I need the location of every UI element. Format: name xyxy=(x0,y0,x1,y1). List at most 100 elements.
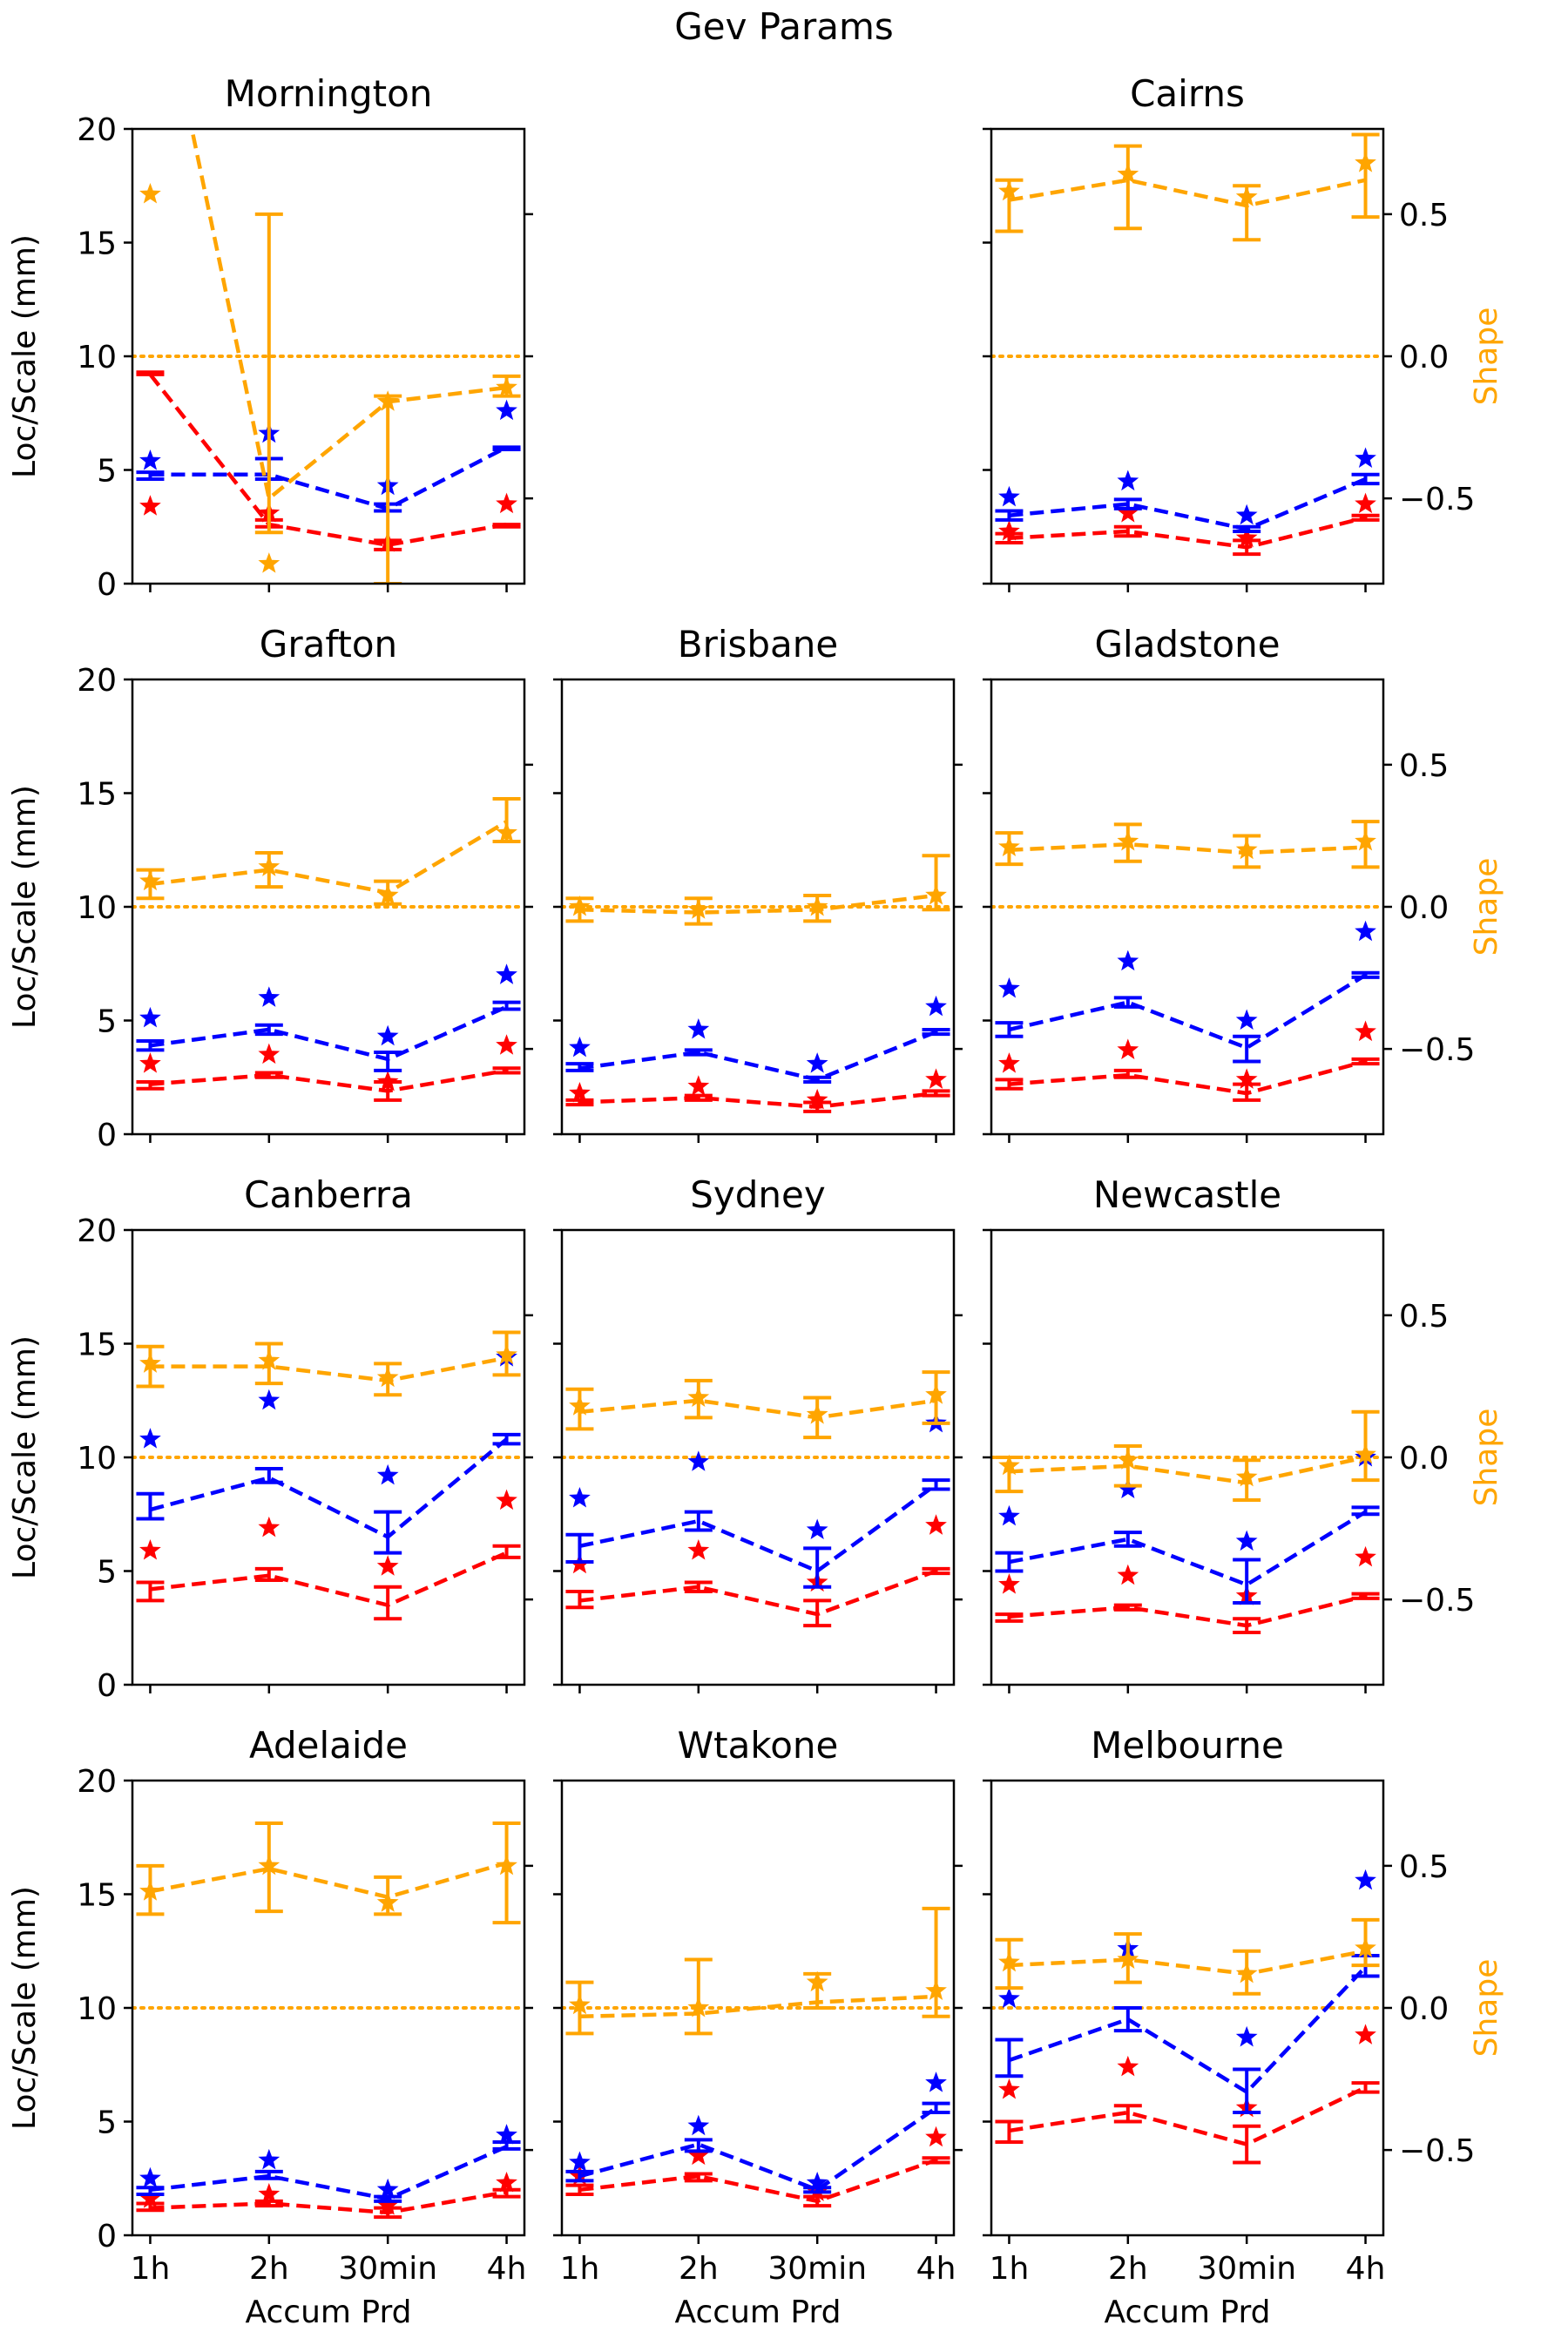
location-star-marker xyxy=(1355,1020,1376,1042)
shape-line xyxy=(579,1994,936,2019)
x-tick-label: 2h xyxy=(249,2251,289,2287)
location-star-marker xyxy=(687,2144,710,2166)
shape-star-marker xyxy=(258,1854,280,1876)
scale-error-bar xyxy=(1113,996,1142,1009)
shape-error-bar xyxy=(684,1957,713,2036)
shape-line xyxy=(579,1398,936,1420)
scale-series xyxy=(995,1869,1380,2115)
scale-error-bar xyxy=(565,2169,594,2183)
y2-tick-label: 0.5 xyxy=(1399,1849,1449,1885)
shape-star-marker xyxy=(569,1395,591,1416)
scale-star-marker xyxy=(139,2166,161,2188)
location-error-bar xyxy=(1113,2104,1142,2124)
location-error-bar xyxy=(922,1089,950,1098)
shape-star-marker xyxy=(1117,1948,1139,1970)
panel-title: Gladstone xyxy=(1094,623,1280,666)
panel-data xyxy=(132,129,524,584)
y-axis-label: Loc/Scale (mm) xyxy=(7,234,43,478)
panel-sydney: Sydney xyxy=(553,1173,963,1693)
scale-error-bar xyxy=(1113,497,1142,510)
scale-star-marker xyxy=(806,2171,828,2193)
y2-tick-label: 0.5 xyxy=(1399,748,1449,784)
scale-line xyxy=(578,1483,937,1574)
y-tick-label: 20 xyxy=(77,1213,117,1249)
scale-error-bar xyxy=(565,1062,594,1072)
scale-star-marker xyxy=(496,2124,517,2145)
scale-star-marker xyxy=(496,963,517,984)
scale-error-bar xyxy=(1351,1505,1380,1517)
y2-tick-label: −0.5 xyxy=(1399,1583,1475,1619)
panel-data xyxy=(132,797,524,1102)
x-tick-label: 30min xyxy=(338,2251,437,2287)
scale-star-marker xyxy=(139,1428,161,1449)
location-error-bar xyxy=(1113,524,1142,538)
scale-line xyxy=(150,1004,508,1062)
y-tick-label: 10 xyxy=(77,890,117,926)
x-tick-label: 1h xyxy=(560,2251,600,2287)
shape-line xyxy=(1009,178,1367,208)
location-star-marker xyxy=(569,1082,591,1103)
shape-error-bar xyxy=(1113,144,1142,231)
scale-star-marker xyxy=(1355,1869,1376,1890)
shape-star-marker xyxy=(925,1383,947,1404)
y2-tick-label: 0.5 xyxy=(1399,198,1449,233)
shape-error-bar xyxy=(1351,132,1380,220)
scale-star-marker xyxy=(1235,1009,1258,1031)
y2-tick-label: −0.5 xyxy=(1399,482,1475,517)
x-tick-label: 4h xyxy=(916,2251,956,2287)
location-error-bar xyxy=(684,2172,713,2183)
y-tick-label: 0 xyxy=(97,1668,117,1704)
scale-error-bar xyxy=(922,1478,950,1491)
scale-star-marker xyxy=(1235,1530,1258,1551)
shape-star-marker xyxy=(806,1970,828,1992)
location-star-marker xyxy=(998,1052,1020,1073)
shape-star-marker xyxy=(496,1854,517,1876)
panel-adelaide: Adelaide 0 5 10 15 20 1h 2h 30min 4h Loc/Scale (mm… xyxy=(7,1724,533,2330)
scale-series xyxy=(995,447,1380,533)
scale-error-bar xyxy=(1351,472,1380,486)
location-star-marker xyxy=(258,2183,280,2204)
x-tick-label: 4h xyxy=(487,2251,527,2287)
location-error-bar xyxy=(136,370,165,376)
location-star-marker xyxy=(139,495,161,516)
scale-series xyxy=(136,963,521,1072)
location-star-marker xyxy=(925,2126,947,2147)
scale-star-marker xyxy=(925,995,947,1017)
location-error-bar xyxy=(492,523,521,529)
scale-line xyxy=(1008,1965,1368,2095)
scale-star-marker xyxy=(998,977,1020,998)
scale-error-bar xyxy=(1233,1034,1261,1064)
shape-star-marker xyxy=(569,1993,591,2015)
panel-title: Melbourne xyxy=(1091,1724,1284,1767)
shape-error-bar xyxy=(254,212,283,535)
location-line xyxy=(150,1551,508,1608)
location-series xyxy=(136,2171,521,2220)
location-star-marker xyxy=(998,1573,1020,1594)
shape-star-marker xyxy=(998,1454,1020,1476)
location-error-bar xyxy=(1233,1617,1261,1634)
shape-star-marker xyxy=(376,1366,399,1388)
location-error-bar xyxy=(684,1093,713,1102)
location-error-bar xyxy=(1113,1603,1142,1612)
location-star-marker xyxy=(1355,1545,1376,1567)
scale-error-bar xyxy=(492,1000,521,1011)
shape-star-marker xyxy=(1117,163,1139,184)
shape-star-marker xyxy=(1355,152,1376,172)
y2-tick-label: 0.0 xyxy=(1399,340,1449,375)
scale-error-bar xyxy=(922,1027,950,1037)
scale-error-bar xyxy=(492,2139,521,2151)
location-star-marker xyxy=(258,1043,280,1064)
location-error-bar xyxy=(995,1078,1024,1091)
y2-tick-label: 0.0 xyxy=(1399,1991,1449,2027)
location-error-bar xyxy=(374,1585,402,1621)
panel-title: Mornington xyxy=(225,72,433,115)
location-series xyxy=(136,1489,521,1621)
location-star-marker xyxy=(1117,1038,1139,1059)
location-series xyxy=(995,1020,1380,1102)
y2-axis-label: Shape xyxy=(1469,1409,1504,1507)
panel-gladstone: Gladstone −0.5 0.0 0.5 Shape xyxy=(983,623,1504,1143)
scale-star-marker xyxy=(258,2148,280,2170)
scale-star-marker xyxy=(376,2178,399,2200)
scale-star-marker xyxy=(687,1017,710,1039)
shape-series xyxy=(136,797,521,906)
